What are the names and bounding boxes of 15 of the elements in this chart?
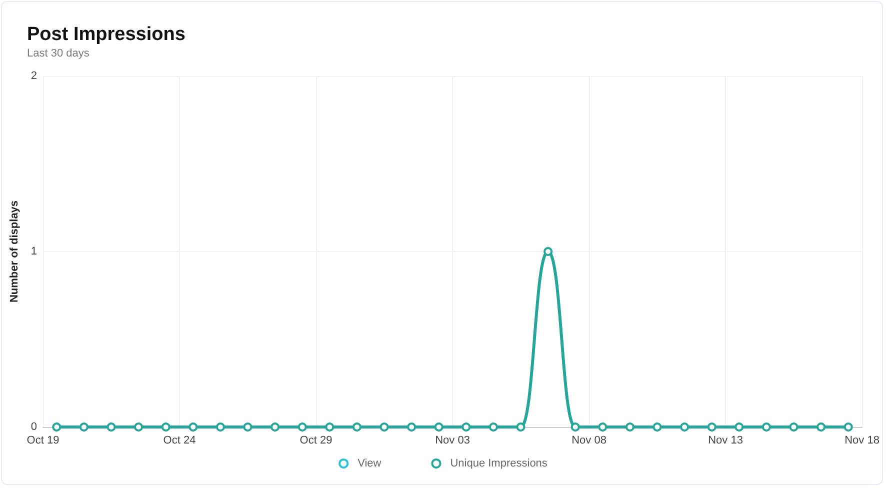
legend-label: Unique Impressions (450, 458, 548, 470)
y-tick-label: 0 (30, 421, 37, 433)
chart-title: Post Impressions (27, 24, 186, 45)
x-tick-label: Oct 24 (163, 434, 196, 446)
y-axis-title: Number of displays (8, 200, 20, 303)
x-tick-label: Nov 03 (435, 434, 470, 446)
y-tick-label: 1 (30, 246, 37, 258)
chart-subtitle: Last 30 days (27, 48, 90, 60)
y-tick-label: 2 (30, 70, 37, 82)
x-tick-label: Nov 08 (572, 434, 606, 446)
legend-label: View (358, 458, 382, 470)
x-tick-label: Nov 18 (844, 434, 880, 446)
x-tick-label: Nov 13 (708, 434, 743, 446)
x-tick-label: Oct 19 (26, 434, 60, 446)
x-tick-label: Oct 29 (300, 434, 332, 446)
